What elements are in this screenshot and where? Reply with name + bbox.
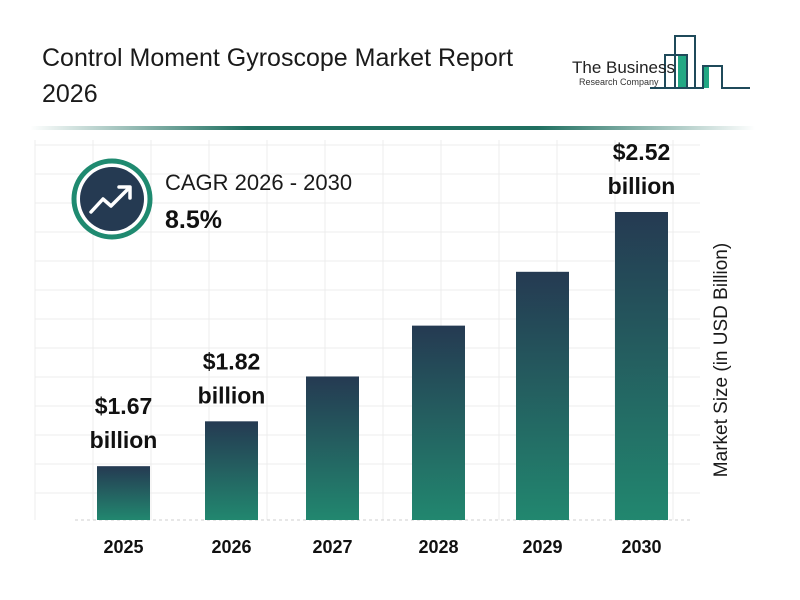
- bar-2029: [516, 271, 569, 520]
- x-tick-label: 2026: [211, 537, 251, 557]
- bar-2030: [615, 212, 668, 520]
- data-label-value: $1.67: [95, 393, 153, 419]
- cagr-label: CAGR 2026 - 2030: [165, 170, 353, 195]
- header-divider: [30, 126, 755, 130]
- logo-text-line2: Research Company: [579, 77, 659, 87]
- bar-2027: [306, 376, 359, 520]
- y-axis-label: Market Size (in USD Billion): [711, 242, 732, 478]
- data-label-unit: billion: [90, 427, 158, 453]
- data-label-unit: billion: [198, 382, 266, 408]
- x-tick-label: 2029: [522, 537, 562, 557]
- logo-text-line1: The Business: [572, 58, 675, 77]
- x-tick-label: 2025: [103, 537, 143, 557]
- bar-2025: [97, 466, 150, 520]
- x-tick-label: 2028: [418, 537, 458, 557]
- page-title: Control Moment Gyroscope Market Report 2…: [42, 44, 514, 108]
- data-label-value: $2.52: [613, 139, 671, 165]
- data-label-unit: billion: [608, 173, 676, 199]
- x-tick-label: 2027: [312, 537, 352, 557]
- bar-2028: [412, 325, 465, 520]
- x-tick-label: 2030: [621, 537, 661, 557]
- data-label-value: $1.82: [203, 348, 261, 374]
- cagr-value: 8.5%: [165, 206, 222, 234]
- bar-2026: [205, 421, 258, 520]
